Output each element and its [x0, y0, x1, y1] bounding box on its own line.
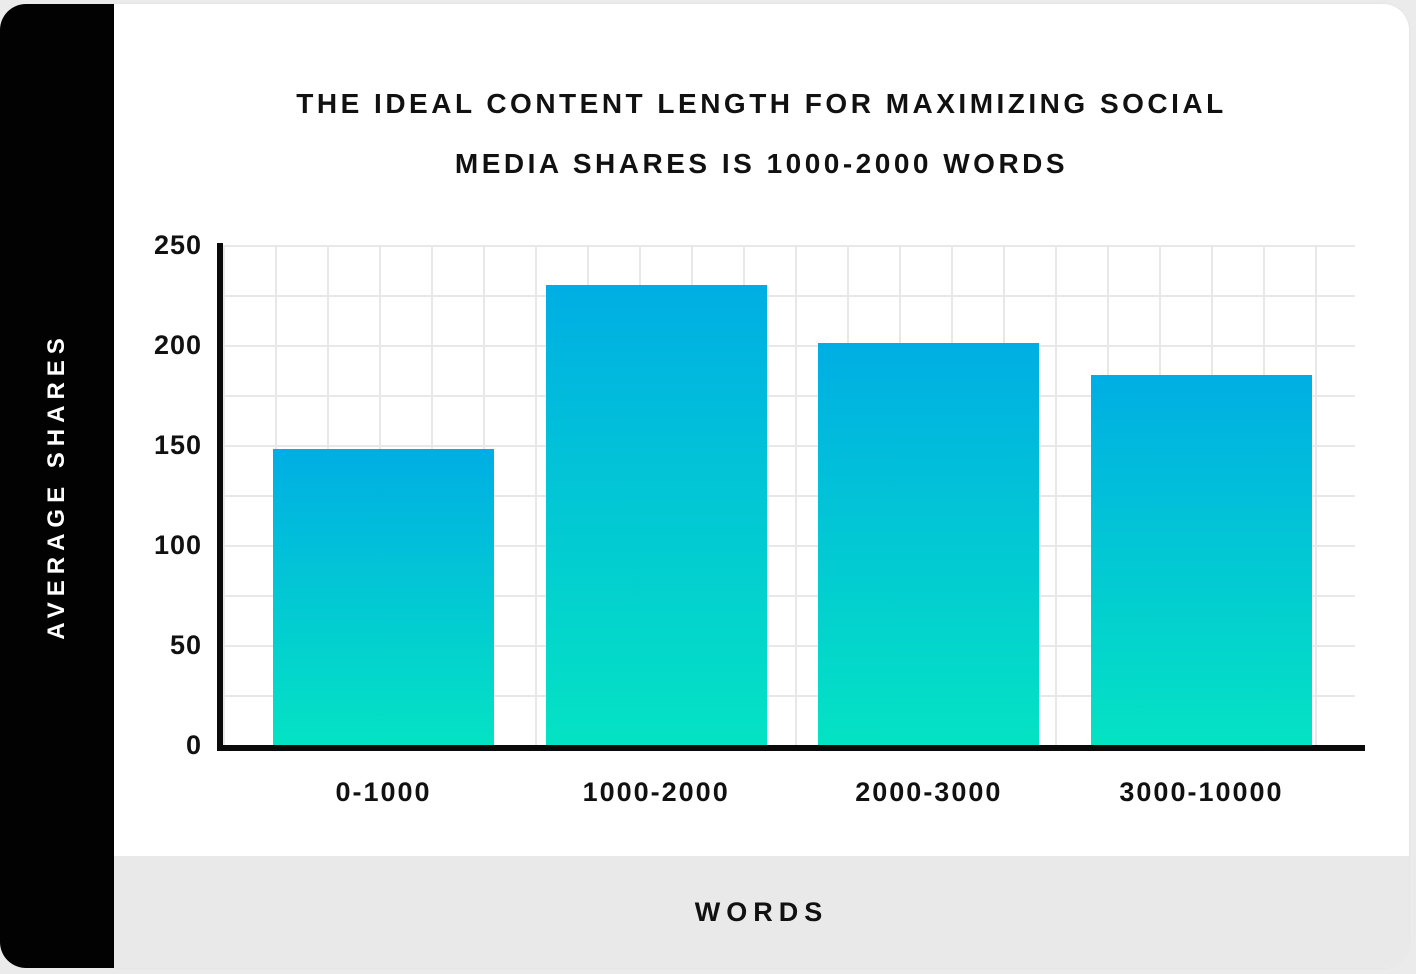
- chart-title-line2: MEDIA SHARES IS 1000-2000 WORDS: [454, 148, 1069, 179]
- x-tick-1000-2000: 1000-2000: [582, 777, 730, 807]
- x-axis-ticks: 0-1000 1000-2000 2000-3000 3000-10000: [223, 777, 1355, 808]
- x-axis-line: [217, 745, 1365, 751]
- y-tick-100: 100: [153, 530, 202, 560]
- y-tick-0: 0: [185, 730, 202, 760]
- bar-0-1000: [273, 449, 494, 747]
- bar-1000-2000: [545, 285, 767, 747]
- y-axis-line: [217, 243, 223, 751]
- y-tick-150: 150: [153, 430, 202, 460]
- bar-3000-10000: [1090, 375, 1312, 747]
- x-tick-3000-10000: 3000-10000: [1119, 777, 1284, 807]
- x-tick-0-1000: 0-1000: [335, 777, 432, 807]
- chart-title: THE IDEAL CONTENT LENGTH FOR MAXIMIZING …: [114, 74, 1409, 194]
- y-axis-title-text: AVERAGE SHARES: [43, 332, 70, 640]
- plot-area: [223, 245, 1355, 747]
- y-tick-250: 250: [153, 230, 202, 260]
- x-axis-title-text: WORDS: [694, 896, 829, 927]
- chart-card: THE IDEAL CONTENT LENGTH FOR MAXIMIZING …: [114, 4, 1409, 968]
- chart-title-line1: THE IDEAL CONTENT LENGTH FOR MAXIMIZING …: [296, 88, 1227, 119]
- y-tick-50: 50: [169, 630, 202, 660]
- x-axis-title-band: WORDS: [114, 856, 1409, 968]
- y-axis-title: AVERAGE SHARES: [0, 4, 114, 968]
- bar-2000-3000: [818, 343, 1040, 747]
- x-tick-2000-3000: 2000-3000: [855, 777, 1003, 807]
- y-tick-200: 200: [153, 330, 202, 360]
- bars: [223, 247, 1355, 747]
